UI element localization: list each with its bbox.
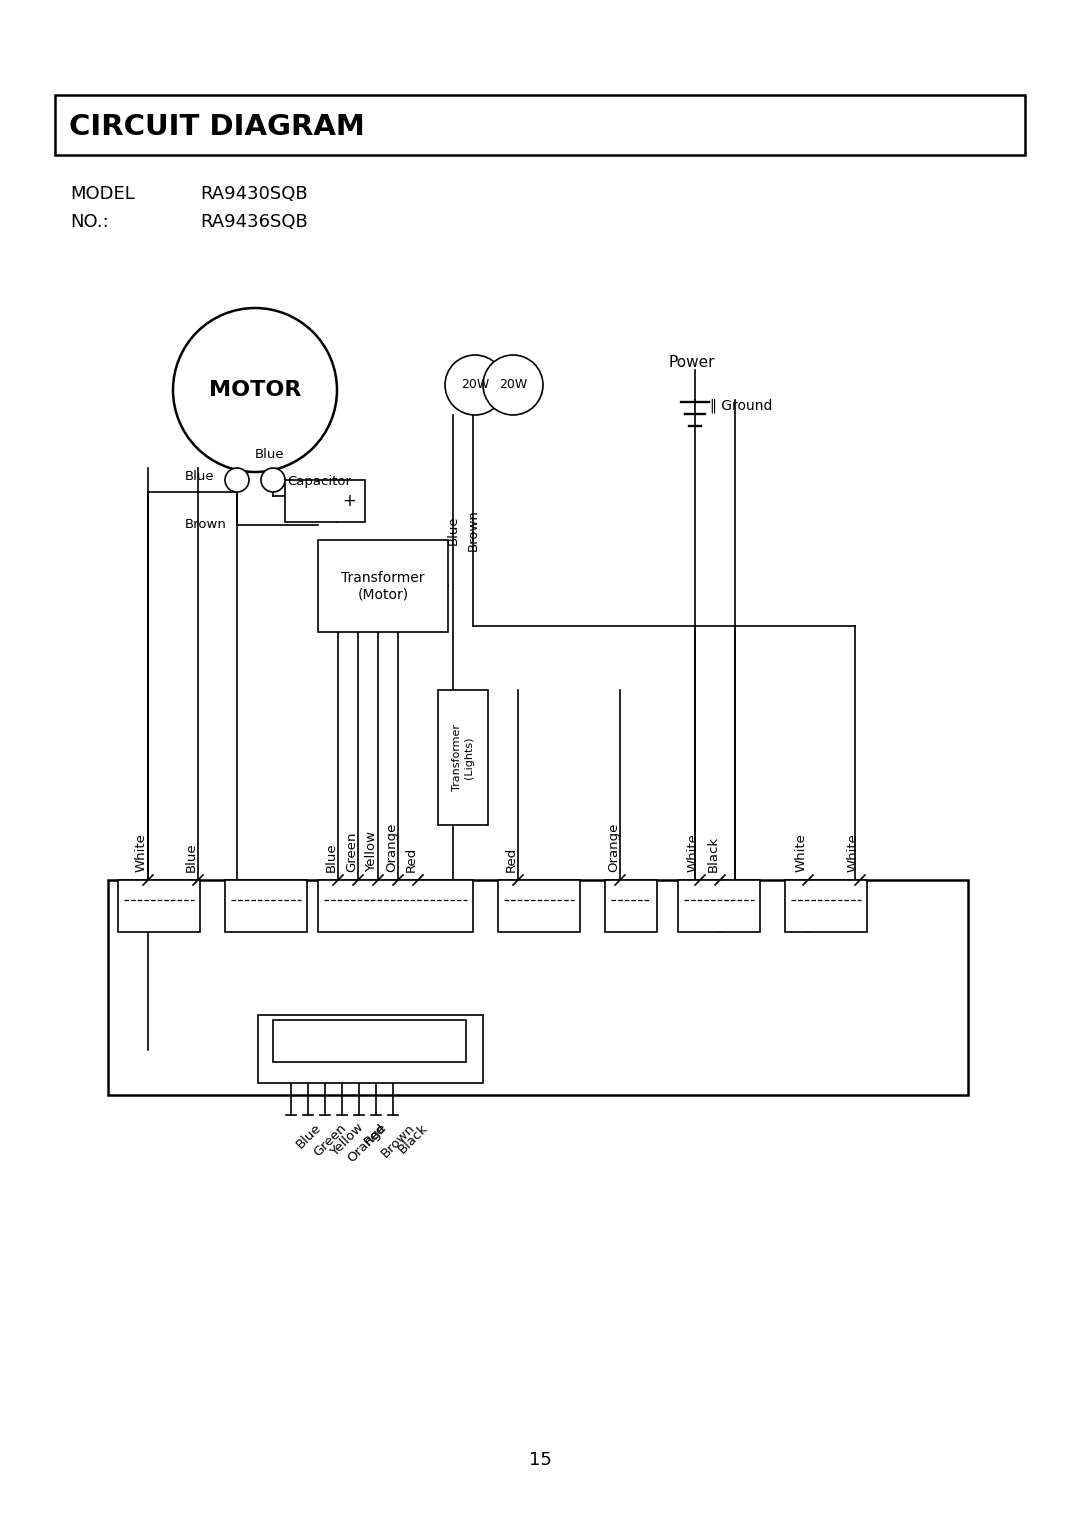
Text: Yellow: Yellow <box>365 831 378 872</box>
Bar <box>55 95 1025 156</box>
Text: Transformer
(Lights): Transformer (Lights) <box>453 724 474 791</box>
Bar <box>785 880 867 931</box>
Text: Blue: Blue <box>185 470 215 483</box>
Text: Brown: Brown <box>379 1121 418 1161</box>
Text: 15: 15 <box>528 1451 552 1469</box>
Text: Red: Red <box>362 1121 389 1148</box>
Text: Orange: Orange <box>384 823 399 872</box>
Text: Red: Red <box>405 847 418 872</box>
Text: MOTOR: MOTOR <box>208 380 301 400</box>
Bar <box>225 880 307 931</box>
Text: Transformer
(Motor): Transformer (Motor) <box>341 571 424 602</box>
Circle shape <box>483 354 543 415</box>
Text: White: White <box>795 834 808 872</box>
Bar <box>605 880 657 931</box>
Text: White: White <box>135 834 148 872</box>
Text: Green: Green <box>311 1121 349 1159</box>
Text: MODEL: MODEL <box>70 185 135 203</box>
Text: RA9430SQB: RA9430SQB <box>200 185 308 203</box>
Bar <box>118 880 200 931</box>
Bar <box>438 690 488 825</box>
Text: Black: Black <box>396 1121 431 1156</box>
Text: +: + <box>342 492 356 510</box>
Text: ‖ Ground: ‖ Ground <box>710 399 772 414</box>
Text: Yellow: Yellow <box>328 1121 366 1159</box>
Text: Blue: Blue <box>255 447 285 461</box>
Text: White: White <box>847 834 860 872</box>
Circle shape <box>261 467 285 492</box>
Text: Orange: Orange <box>345 1121 389 1165</box>
Text: Blue: Blue <box>294 1121 324 1151</box>
Text: RA9436SQB: RA9436SQB <box>200 212 308 231</box>
Text: White: White <box>687 834 700 872</box>
Circle shape <box>445 354 505 415</box>
Circle shape <box>173 308 337 472</box>
Text: Capacitor: Capacitor <box>287 475 351 489</box>
Bar <box>318 880 473 931</box>
Bar <box>108 880 968 1095</box>
Text: Green: Green <box>345 832 357 872</box>
Circle shape <box>225 467 249 492</box>
Bar <box>273 1020 465 1061</box>
Text: Black: Black <box>707 835 720 872</box>
Text: Red: Red <box>505 847 518 872</box>
Text: CIRCUIT DIAGRAM: CIRCUIT DIAGRAM <box>69 113 365 140</box>
Text: Blue: Blue <box>185 843 198 872</box>
Bar <box>498 880 580 931</box>
Text: Power: Power <box>669 354 715 370</box>
Bar <box>678 880 760 931</box>
Text: Blue: Blue <box>325 843 338 872</box>
Bar <box>258 1015 483 1083</box>
Text: NO.:: NO.: <box>70 212 109 231</box>
Text: Brown: Brown <box>185 518 227 531</box>
Bar <box>318 541 448 632</box>
Text: 20W: 20W <box>461 379 489 391</box>
Bar <box>285 479 365 522</box>
Text: Orange: Orange <box>607 823 620 872</box>
Text: Blue: Blue <box>446 515 459 545</box>
Text: Brown: Brown <box>467 508 480 551</box>
Text: 20W: 20W <box>499 379 527 391</box>
